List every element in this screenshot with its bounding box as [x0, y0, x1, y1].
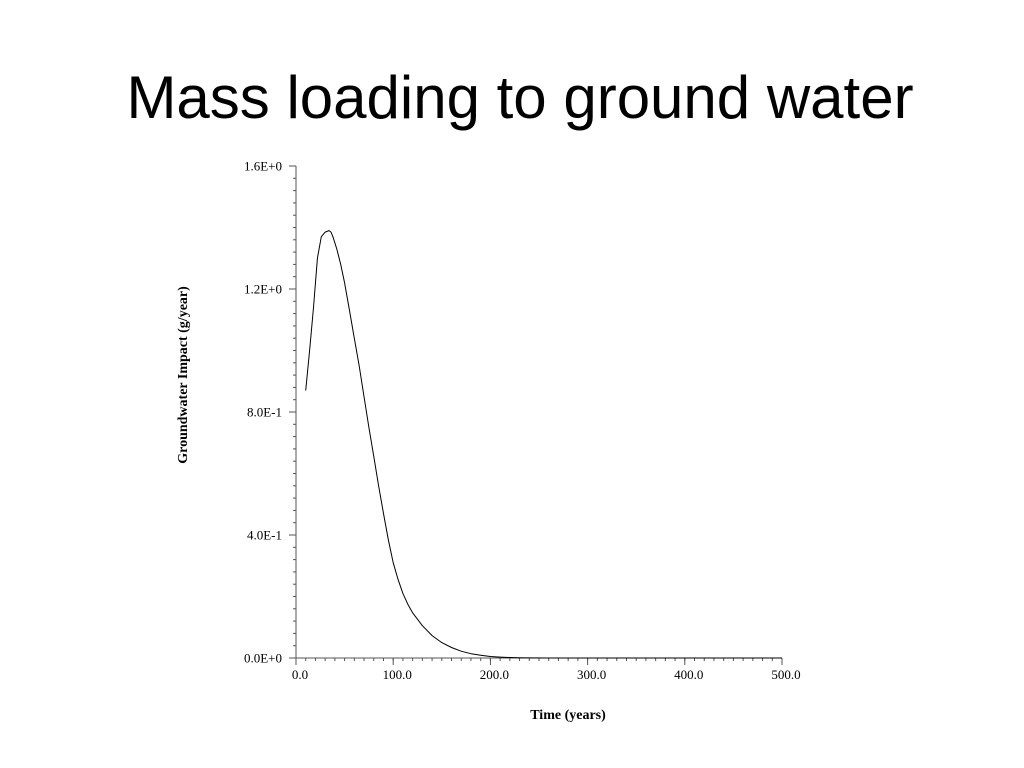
ticks [289, 165, 783, 665]
x-tick-label: 400.0 [674, 667, 703, 682]
y-axis-title: Groundwater Impact (g/year) [176, 286, 191, 464]
x-tick-label: 100.0 [383, 667, 412, 682]
tick-labels: 0.0E+0 4.0E-1 8.0E-1 1.2E+0 1.6E+0 0.0 100.0 20… [244, 159, 801, 683]
x-tick-label: 200.0 [480, 667, 509, 682]
y-tick-label: 8.0E-1 [247, 405, 282, 420]
x-tick-label: 500.0 [771, 667, 800, 682]
x-tick-label: 300.0 [577, 667, 606, 682]
series-line [305, 230, 782, 659]
x-axis-title: Time (years) [530, 708, 606, 723]
y-tick-label: 4.0E-1 [247, 528, 282, 543]
series [305, 230, 782, 659]
y-tick-label: 1.6E+0 [244, 159, 282, 174]
slide-title: Mass loading to ground water [126, 64, 914, 131]
x-tick-label: 0.0 [292, 667, 308, 682]
y-tick-label: 1.2E+0 [244, 282, 282, 297]
y-tick-label: 0.0E+0 [244, 651, 282, 666]
axes [295, 166, 782, 659]
